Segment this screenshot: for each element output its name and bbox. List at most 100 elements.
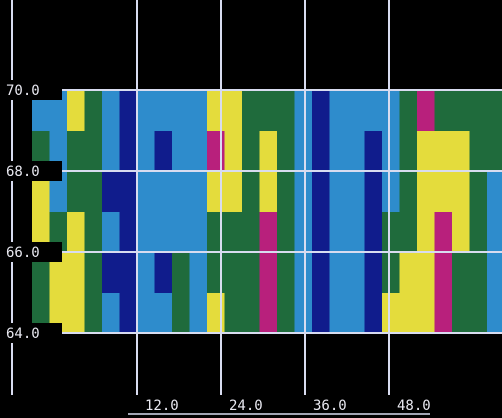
heatmap-cell (102, 130, 120, 172)
heatmap-cell (172, 211, 190, 253)
heatmap-cell (487, 171, 502, 212)
heatmap-cell (487, 292, 502, 334)
heatmap-cell (312, 211, 330, 253)
heatmap-cell (399, 211, 418, 253)
heatmap-cell (399, 90, 418, 131)
heatmap-cell (242, 252, 260, 293)
heatmap-cell (259, 252, 278, 293)
heatmap-cell (417, 292, 435, 334)
heatmap-cell (137, 171, 155, 212)
heatmap-cell (102, 292, 120, 334)
heatmap-cell (364, 292, 383, 334)
heatmap-cell (67, 252, 85, 293)
heatmap-cell (189, 171, 208, 212)
heatmap-cell (277, 90, 295, 131)
heatmap-cell (84, 130, 103, 172)
y-tick-label: 64.0 (6, 326, 40, 342)
y-tick-label-box (4, 161, 62, 181)
x-tick-label: 12.0 (145, 398, 179, 414)
heatmap-cell (364, 211, 383, 253)
x-tick-label: 24.0 (229, 398, 263, 414)
heatmap-cell (452, 90, 470, 131)
heatmap-cell (224, 90, 243, 131)
heatmap-cell (32, 171, 50, 212)
heatmap-cell (119, 252, 138, 293)
heatmap-cell (242, 171, 260, 212)
heatmap-cell (452, 292, 470, 334)
heatmap-cell (119, 292, 138, 334)
heatmap-cell (207, 292, 225, 334)
heatmap-cell (207, 90, 225, 131)
heatmap-cell (49, 90, 68, 131)
heatmap-cell (102, 252, 120, 293)
heatmap-cell (137, 130, 155, 172)
heatmap-cell (172, 90, 190, 131)
heatmap-cell (469, 211, 488, 253)
heatmap-cell (399, 292, 418, 334)
heatmap-cell (294, 292, 313, 334)
heatmap-cell (434, 171, 453, 212)
heatmap-cell (189, 90, 208, 131)
heatmap-cell (382, 171, 400, 212)
heatmap-cell (259, 90, 278, 131)
heatmap-cell (364, 171, 383, 212)
heatmap-cell (224, 252, 243, 293)
heatmap-cell (32, 90, 50, 131)
heatmap-cell (224, 171, 243, 212)
heatmap-cell (277, 171, 295, 212)
heatmap-cell (137, 211, 155, 253)
heatmap-cell (312, 292, 330, 334)
heatmap-cell (277, 292, 295, 334)
heatmap-cell (364, 90, 383, 131)
heatmap-cell (49, 171, 68, 212)
heatmap-cell (242, 211, 260, 253)
heatmap-cell (277, 211, 295, 253)
heatmap-cell (382, 252, 400, 293)
heatmap-cell (137, 292, 155, 334)
heatmap-cell (364, 130, 383, 172)
heatmap-cell (189, 252, 208, 293)
heatmap-cell (434, 252, 453, 293)
heatmap-cell (119, 171, 138, 212)
heatmap-cell (259, 292, 278, 334)
heatmap-cell (399, 130, 418, 172)
heatmap-cell (154, 252, 173, 293)
heatmap-cell (207, 252, 225, 293)
heatmap-cell (84, 252, 103, 293)
heatmap-cell (434, 211, 453, 253)
heatmap-cell (329, 171, 348, 212)
heatmap-cell (312, 90, 330, 131)
heatmap-cell (347, 211, 365, 253)
heatmap-cell (67, 90, 85, 131)
heatmap-cell (329, 211, 348, 253)
heatmap-cell (172, 130, 190, 172)
heatmap-cell (452, 171, 470, 212)
heatmap-cell (259, 211, 278, 253)
heatmap-cell (434, 292, 453, 334)
heatmap-cell (154, 211, 173, 253)
heatmap-cell (399, 171, 418, 212)
heatmap-cell (224, 211, 243, 253)
heatmap-cell (364, 252, 383, 293)
heatmap-cell (329, 130, 348, 172)
heatmap-cell (84, 292, 103, 334)
heatmap-cell (294, 211, 313, 253)
heatmap-cell (469, 90, 488, 131)
heatmap-cell (452, 211, 470, 253)
heatmap-cell (452, 130, 470, 172)
heatmap-cell (154, 90, 173, 131)
heatmap-cell (417, 90, 435, 131)
heatmap-cell (434, 90, 453, 131)
heatmap-cell (294, 252, 313, 293)
heatmap-cell (189, 130, 208, 172)
heatmap-cell (49, 252, 68, 293)
heatmap-cell (102, 211, 120, 253)
heatmap-cell (347, 90, 365, 131)
heatmap-cell (84, 171, 103, 212)
heatmap-cell (84, 90, 103, 131)
heatmap-cell (207, 171, 225, 212)
heatmap-cell (242, 90, 260, 131)
heatmap-cell (154, 171, 173, 212)
heatmap-cell (312, 171, 330, 212)
